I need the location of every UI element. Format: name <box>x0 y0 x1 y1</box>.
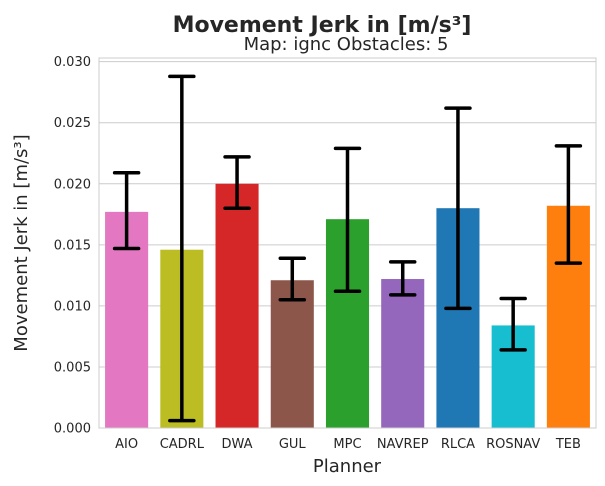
y-tick-label: 0.000 <box>54 422 91 437</box>
chart-subtitle: Map: ignc Obstacles: 5 <box>244 34 449 55</box>
y-tick-label: 0.025 <box>54 116 91 131</box>
bar-dwa <box>215 183 259 428</box>
chart-title: Movement Jerk in [m/s³] <box>173 13 472 38</box>
bar-navrep <box>381 279 425 428</box>
plot-frame <box>98 57 597 429</box>
bar-gul <box>270 280 314 428</box>
x-tick-label: ROSNAV <box>486 437 540 452</box>
x-tick-label: CADRL <box>160 437 205 452</box>
y-tick-label: 0.015 <box>54 238 91 253</box>
x-tick-label: NAVREP <box>377 437 429 452</box>
x-tick-label: AIO <box>115 437 138 452</box>
x-tick-label: RLCA <box>441 437 475 452</box>
x-axis-label: Planner <box>313 456 382 477</box>
x-tick-label: TEB <box>555 437 581 452</box>
y-tick-label: 0.030 <box>54 55 91 70</box>
x-tick-label: DWA <box>222 437 253 452</box>
y-tick-labels: 0.000 0.005 0.010 0.015 0.020 0.025 0.030 <box>54 55 91 436</box>
y-tick-label: 0.005 <box>54 360 91 375</box>
y-tick-label: 0.010 <box>54 299 91 314</box>
y-tick-label: 0.020 <box>54 177 91 192</box>
x-tick-label: MPC <box>333 437 361 452</box>
x-tick-label: GUL <box>279 437 307 452</box>
y-axis-label: Movement Jerk in [m/s³] <box>11 134 32 351</box>
x-tick-labels: AIO CADRL DWA GUL MPC NAVREP RLCA ROSNAV TEB <box>115 437 581 452</box>
error-bar-layer <box>112 74 583 423</box>
